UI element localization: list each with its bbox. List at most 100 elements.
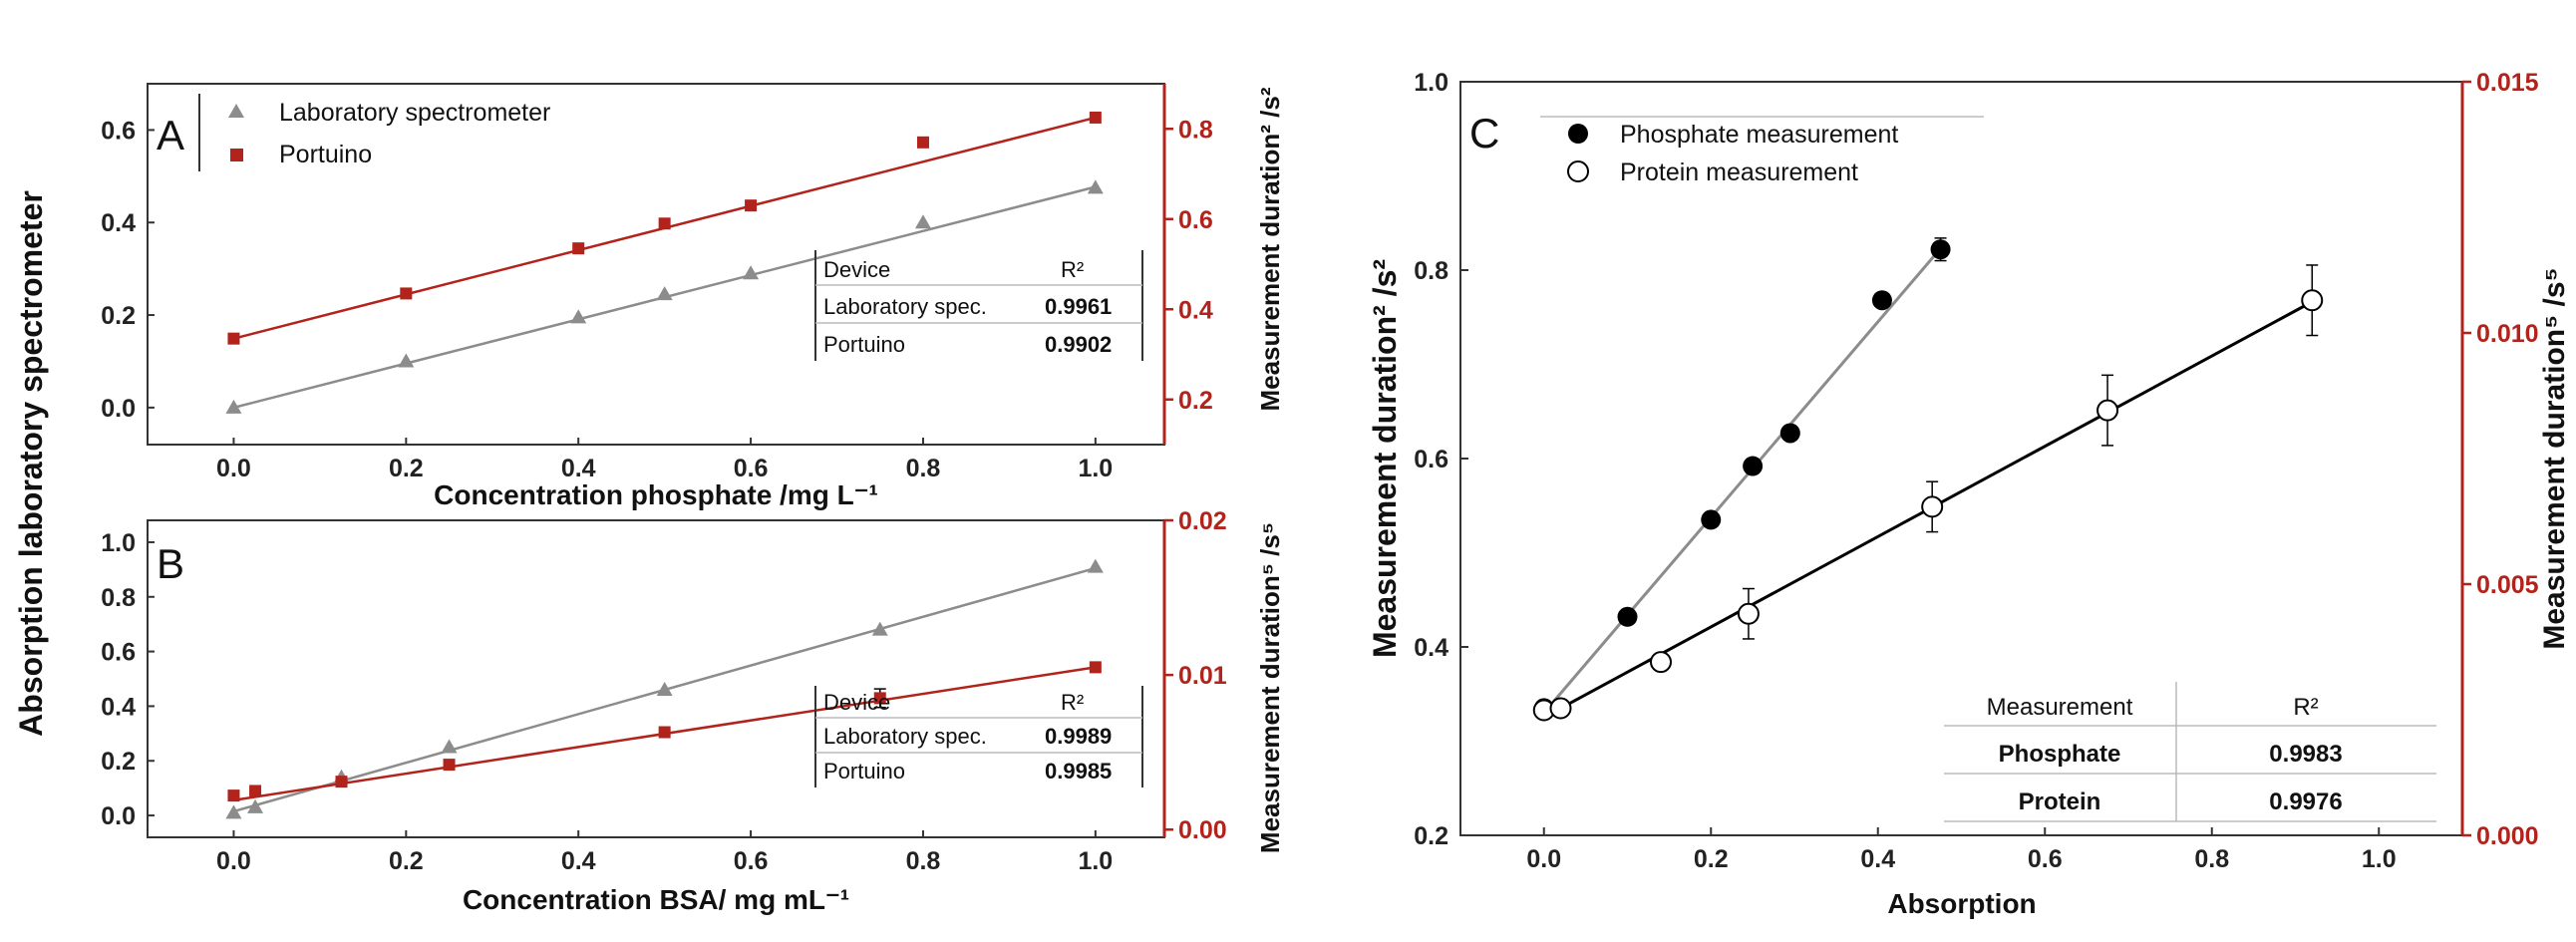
y-tick-label: 0.0 — [101, 395, 136, 423]
x-tick-label: 1.0 — [1078, 455, 1113, 482]
y-tick-label: 0.0 — [101, 802, 136, 830]
data-point — [1930, 239, 1951, 260]
data-point — [1087, 179, 1104, 194]
data-point — [745, 199, 758, 212]
table-a-row-device: Laboratory spec. — [823, 294, 987, 319]
data-point — [225, 804, 242, 819]
panel-c-plot: 0.0 0.2 0.4 0.6 0.8 1.0 0.2 0.4 0.6 0.8 1.0 0.000 0.… — [1414, 69, 2538, 873]
data-point — [1089, 111, 1102, 124]
table-b-row-device: Laboratory spec. — [823, 724, 987, 749]
table-b-row-r2: 0.9985 — [1045, 759, 1112, 784]
table-c-row-r2: 0.9976 — [2269, 788, 2342, 815]
data-point — [225, 399, 242, 414]
y-tick-label: 0.2 — [1414, 822, 1449, 850]
panel-c-label: C — [1469, 110, 1499, 157]
data-point — [398, 353, 415, 368]
legend-c-phosphate-label: Phosphate measurement — [1620, 121, 1898, 149]
legend-c-phosphate-marker — [1568, 124, 1588, 144]
right-y-tick-label: 0.005 — [2476, 571, 2539, 599]
data-point — [1921, 495, 1944, 518]
data-point — [441, 739, 458, 754]
table-c-header-r2: R² — [2293, 694, 2318, 721]
data-point — [914, 214, 931, 229]
table-a-header-r2: R² — [1061, 257, 1084, 282]
data-point — [1087, 558, 1104, 573]
panel-c-frame — [1459, 81, 2463, 836]
right-y-tick-label: 0.2 — [1178, 387, 1213, 415]
data-point — [1737, 602, 1760, 625]
fit-line — [1542, 247, 1942, 715]
x-tick-label: 0.8 — [2194, 845, 2229, 873]
y-tick-label: 0.4 — [101, 693, 136, 721]
x-tick-label: 0.6 — [734, 847, 769, 875]
data-point — [656, 681, 673, 696]
data-point — [249, 785, 262, 797]
y-tick-label: 1.0 — [1414, 69, 1449, 97]
x-tick-label: 0.6 — [2028, 845, 2063, 873]
legend-c-protein-label: Protein measurement — [1620, 158, 1858, 186]
panel-c-left-axis-label: Measurement duration² /s² — [1367, 259, 1403, 658]
x-tick-label: 0.2 — [389, 455, 424, 482]
data-point — [400, 287, 413, 300]
table-b-header-r2: R² — [1061, 690, 1084, 715]
x-tick-label: 0.8 — [906, 455, 941, 482]
right-y-tick-label: 0.015 — [2476, 69, 2539, 97]
y-tick-label: 0.8 — [1414, 257, 1449, 285]
y-tick-label: 0.6 — [101, 117, 136, 145]
legend-a-portuino-marker — [230, 149, 243, 161]
data-point — [227, 789, 240, 802]
data-point — [1779, 423, 1800, 444]
table-b-header-device: Device — [823, 690, 890, 715]
legend-a-lab-marker — [228, 104, 244, 118]
panel-b-x-axis-label: Concentration BSA/ mg mL⁻¹ — [463, 884, 849, 915]
panel-c-x-axis-label: Absorption — [1887, 888, 2036, 919]
data-point — [1701, 509, 1722, 530]
y-tick-label: 0.6 — [101, 639, 136, 667]
data-point — [1871, 290, 1892, 311]
panel-b-r2-table: Device R² Laboratory spec. 0.9989 Portui… — [814, 686, 1143, 787]
data-point — [227, 332, 240, 345]
x-tick-label: 0.6 — [734, 455, 769, 482]
panel-a-right-axis-label: Measurement duration² /s² — [1255, 87, 1285, 411]
panel-b-right-axis-label: Measurement duration⁵ /s⁵ — [1255, 522, 1285, 853]
right-y-tick-label: 0.010 — [2476, 320, 2539, 348]
data-point — [572, 242, 585, 255]
panel-b-plot: 0.0 0.2 0.4 0.6 0.8 1.0 0.0 0.2 0.4 0.6 0.8 1.0 0.00… — [101, 507, 1227, 875]
x-tick-label: 0.2 — [1694, 845, 1729, 873]
legend-a-lab-label: Laboratory spectrometer — [279, 99, 550, 127]
panel-a-x-axis-label: Concentration phosphate /mg L⁻¹ — [434, 479, 878, 510]
panel-b-label: B — [157, 540, 184, 587]
x-tick-label: 1.0 — [2362, 845, 2397, 873]
y-tick-label: 1.0 — [101, 529, 136, 557]
table-c-row-r2: 0.9983 — [2269, 741, 2342, 768]
table-c-row-measurement: Phosphate — [1999, 741, 2121, 768]
data-point — [335, 776, 348, 788]
data-point — [1617, 606, 1638, 627]
data-point — [1089, 661, 1102, 674]
y-tick-label: 0.2 — [101, 748, 136, 776]
legend-c-protein-marker — [1567, 160, 1589, 182]
table-b-row-device: Portuino — [823, 759, 905, 784]
x-tick-label: 0.2 — [389, 847, 424, 875]
data-point — [1650, 651, 1672, 674]
y-tick-label: 0.8 — [101, 584, 136, 612]
right-y-tick-label: 0.6 — [1178, 206, 1213, 234]
data-point — [873, 692, 886, 705]
y-tick-label: 0.2 — [101, 302, 136, 330]
panel-a-label: A — [157, 112, 184, 158]
data-point — [656, 286, 673, 301]
legend-a-portuino-label: Portuino — [279, 141, 372, 168]
data-point — [2096, 399, 2119, 422]
table-a-row-device: Portuino — [823, 332, 905, 357]
x-tick-label: 0.4 — [1860, 845, 1895, 873]
x-tick-label: 0.0 — [216, 455, 251, 482]
x-tick-label: 0.8 — [906, 847, 941, 875]
panel-a-r2-table: Device R² Laboratory spec. 0.9961 Portui… — [814, 250, 1143, 361]
right-y-tick-label: 0.8 — [1178, 116, 1213, 144]
data-point — [570, 309, 587, 324]
data-point — [1549, 697, 1572, 720]
x-tick-label: 0.4 — [561, 455, 596, 482]
data-point — [443, 759, 456, 772]
table-b-row-r2: 0.9989 — [1045, 724, 1112, 749]
